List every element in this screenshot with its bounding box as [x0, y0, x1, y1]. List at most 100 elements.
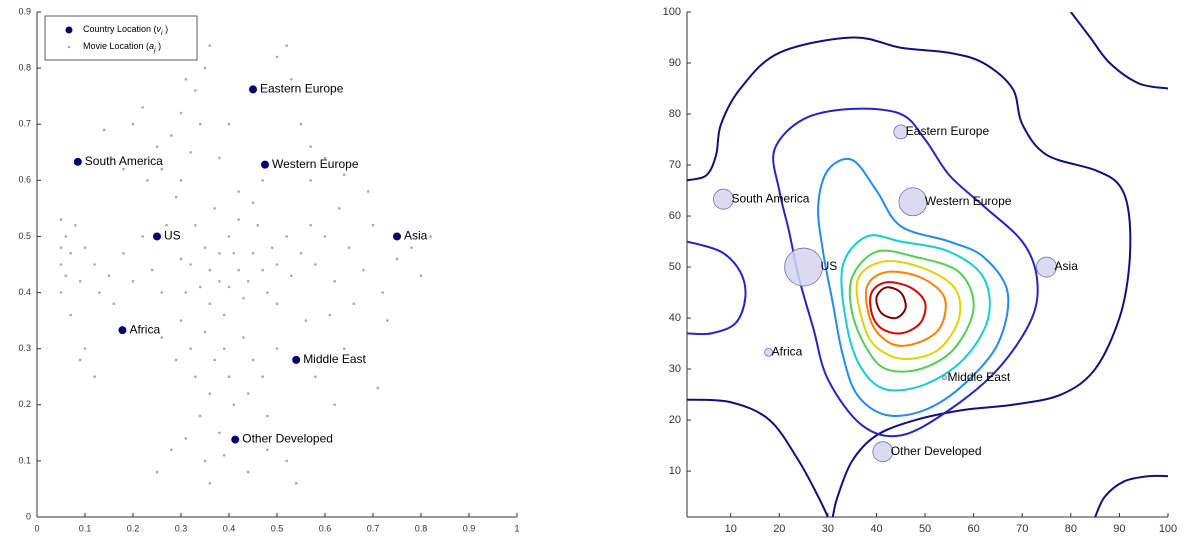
y-tick-label: 0.8: [18, 62, 31, 72]
movie-point: [304, 319, 308, 322]
movie-point: [309, 179, 312, 182]
x-tick-label: 0.5: [271, 523, 284, 533]
x-tick-label: 30: [822, 523, 834, 535]
movie-point: [98, 291, 101, 294]
movie-point: [242, 336, 245, 339]
movie-point: [376, 386, 380, 390]
movie-point: [222, 313, 226, 317]
movie-point: [237, 190, 240, 193]
legend-subscript: i: [161, 30, 163, 37]
y-tick-label: 0.5: [18, 231, 31, 241]
movie-point: [237, 218, 240, 221]
country-point: [153, 232, 161, 241]
movie-point: [198, 414, 202, 418]
movie-point: [189, 347, 192, 350]
movie-point: [122, 167, 125, 171]
y-tick-label: 0: [26, 511, 31, 521]
movie-point: [213, 358, 216, 362]
y-tick-label: 0.2: [18, 399, 31, 409]
movie-point: [227, 285, 231, 289]
movie-point: [184, 437, 188, 440]
country-label: Asia: [1055, 259, 1079, 273]
x-tick-label: 0.1: [79, 523, 92, 533]
movie-point: [232, 251, 236, 255]
movie-point: [198, 285, 202, 289]
movie-point: [213, 207, 216, 210]
movie-point: [338, 207, 341, 210]
movie-point: [83, 246, 87, 249]
y-tick-label: 100: [663, 6, 681, 18]
x-tick-label: 40: [870, 523, 882, 535]
movie-point: [275, 55, 279, 59]
x-tick-label: 0: [34, 523, 39, 533]
x-tick-label: 80: [1065, 523, 1077, 535]
y-tick-label: 10: [669, 465, 681, 477]
x-tick-label: 0.2: [127, 523, 140, 533]
country-point: [118, 326, 127, 335]
y-tick-label: 40: [669, 312, 681, 324]
legend-suffix: ): [156, 41, 162, 51]
country-bubble: [893, 124, 909, 140]
country-label: Africa: [772, 344, 803, 358]
contours: [687, 12, 1168, 517]
country-bubble: [764, 347, 774, 357]
country-label: Other Developed: [242, 432, 333, 446]
country-label: Other Developed: [891, 444, 982, 458]
contour-line: [687, 398, 829, 517]
country-bubble: [898, 187, 928, 217]
movie-point: [246, 470, 250, 474]
movie-point: [218, 251, 221, 255]
movie-point: [261, 179, 264, 182]
y-tick-label: 80: [669, 108, 681, 120]
country-label: Africa: [129, 322, 160, 336]
country-point: [249, 85, 257, 94]
country-label: Western Europe: [272, 157, 359, 171]
movie-point: [347, 246, 351, 249]
legend-subscript: j: [153, 47, 156, 54]
x-tick-label: 10: [725, 523, 737, 535]
movie-point: [208, 302, 212, 306]
movie-point: [184, 78, 188, 81]
movie-point: [59, 263, 63, 266]
movie-point: [203, 459, 207, 463]
contour-line: [817, 158, 1010, 417]
movie-point: [59, 246, 63, 249]
country-label: Western Europe: [925, 194, 1012, 208]
country-point: [231, 435, 240, 444]
movie-point: [261, 375, 264, 379]
contour-line: [840, 234, 991, 392]
contour-line: [687, 36, 1132, 517]
movie-point: [290, 78, 293, 81]
movie-point: [170, 134, 173, 137]
movie-point: [112, 302, 116, 306]
contour-line: [855, 260, 962, 361]
y-tick-label: 0.3: [18, 343, 31, 353]
movie-point: [174, 358, 178, 362]
movie-point: [314, 263, 317, 266]
contour-line: [875, 286, 907, 320]
legend-symbol: v: [157, 24, 162, 34]
contour-line: [869, 281, 927, 335]
country-point: [261, 160, 269, 169]
movie-point: [69, 251, 72, 255]
movie-point: [323, 235, 327, 238]
country-label: US: [821, 259, 838, 273]
x-tick-label: 0.7: [367, 523, 380, 533]
country-bubble: [942, 375, 947, 381]
country-label: South America: [731, 191, 809, 205]
movie-point: [160, 167, 164, 171]
legend-symbol: a: [149, 41, 154, 51]
country-label: Middle East: [948, 370, 1011, 384]
movie-point: [266, 291, 269, 294]
movie-point: [246, 392, 250, 395]
movie-point: [208, 268, 212, 272]
movie-point: [251, 358, 255, 362]
movie-point: [189, 150, 192, 154]
movie-point: [59, 218, 63, 221]
movie-point: [165, 223, 168, 227]
country-bubble: [1036, 256, 1057, 278]
legend-marker: [65, 26, 73, 34]
movie-point: [328, 313, 332, 317]
movie-point: [256, 223, 260, 227]
movie-point: [146, 179, 149, 182]
